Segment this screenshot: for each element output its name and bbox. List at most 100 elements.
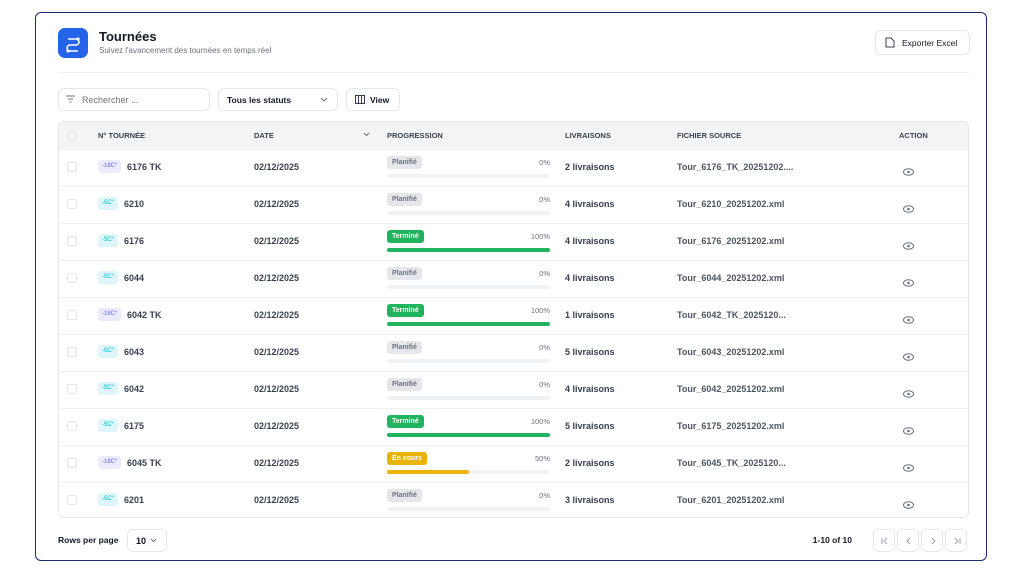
view-button[interactable]: View (346, 88, 400, 111)
page-icon (931, 537, 936, 544)
deliveries: 2 livraisons (565, 162, 615, 172)
view-action[interactable] (903, 200, 914, 213)
view-action[interactable] (903, 459, 914, 472)
row-checkbox[interactable] (67, 421, 77, 431)
date: 02/12/2025 (254, 347, 300, 357)
status-badge: En cours (387, 452, 427, 465)
page-button[interactable] (873, 529, 895, 552)
date: 02/12/2025 (254, 273, 300, 283)
row-checkbox[interactable] (67, 347, 77, 357)
row-checkbox[interactable] (67, 236, 77, 246)
row-checkbox[interactable] (67, 162, 77, 172)
source-file: Tour_6201_20251202.xml (677, 495, 785, 505)
view-action[interactable] (903, 422, 914, 435)
temp-badge: -18C° (98, 160, 122, 173)
row-checkbox[interactable] (67, 495, 77, 505)
export-label: Exporter Excel (902, 37, 958, 48)
date: 02/12/2025 (254, 495, 300, 505)
row-checkbox[interactable] (67, 458, 77, 468)
source-file: Tour_6210_20251202.xml (677, 199, 785, 209)
eye-icon (903, 279, 914, 287)
view-action[interactable] (903, 385, 914, 398)
eye-icon (903, 205, 914, 213)
status-badge: Planifié (387, 489, 422, 502)
eye-icon (903, 168, 914, 176)
page-button[interactable] (921, 529, 943, 552)
filter-icon (66, 95, 75, 103)
source-file: Tour_6043_20251202.xml (677, 347, 785, 357)
column-header: PROGRESSION (387, 131, 443, 140)
view-action[interactable] (903, 348, 914, 361)
progress-label: 50% (534, 454, 550, 463)
eye-icon (903, 390, 914, 398)
tour-number: 6042 (124, 384, 145, 394)
row (59, 445, 968, 482)
row-checkbox[interactable] (67, 384, 77, 394)
table-header (59, 122, 968, 149)
sort-icon[interactable] (363, 132, 370, 137)
date: 02/12/2025 (254, 458, 300, 468)
status-badge: Planifié (387, 341, 422, 354)
temp-badge: -18C° (98, 308, 122, 321)
rows-per-page-select[interactable]: 10 (127, 529, 167, 552)
divider (58, 72, 969, 73)
row (59, 371, 968, 408)
card (35, 12, 987, 561)
temp-badge: -5C° (98, 419, 119, 432)
source-file: Tour_6176_20251202.xml (677, 236, 785, 246)
page-icon (954, 537, 961, 544)
status-badge: Planifié (387, 267, 422, 280)
progress-label: 100% (530, 306, 550, 315)
date: 02/12/2025 (254, 199, 300, 209)
row-checkbox[interactable] (67, 199, 77, 209)
chevron (150, 538, 157, 543)
eye-icon (903, 242, 914, 250)
view-action[interactable] (903, 274, 914, 287)
page-range: 1-10 of 10 (812, 535, 852, 545)
status-badge: Planifié (387, 193, 422, 206)
source-file: Tour_6045_TK_2025120... (677, 458, 786, 468)
row (59, 334, 968, 371)
row (59, 149, 968, 186)
row-checkbox[interactable] (67, 310, 77, 320)
progress-track (387, 507, 550, 511)
search-input[interactable]: Rechercher ... (58, 88, 210, 111)
view-action[interactable] (903, 311, 914, 324)
icon (66, 37, 80, 53)
status-select-label: Tous les statuts (227, 94, 292, 105)
view-action[interactable] (903, 237, 914, 250)
eye-icon (903, 316, 914, 324)
row (59, 223, 968, 260)
progress-label: 0% (539, 269, 550, 278)
temp-badge: -5C° (98, 493, 119, 506)
temp-badge: -5C° (98, 345, 119, 358)
export-button[interactable]: Exporter Excel (875, 30, 970, 55)
status-badge: Terminé (387, 304, 424, 317)
date: 02/12/2025 (254, 236, 300, 246)
progress-label: 0% (539, 158, 550, 167)
page-icon (881, 537, 888, 544)
deliveries: 3 livraisons (565, 495, 615, 505)
page-button[interactable] (945, 529, 967, 552)
row-checkbox[interactable] (67, 273, 77, 283)
progress-track (387, 211, 550, 215)
progress-label: 100% (530, 232, 550, 241)
progress-track (387, 470, 550, 474)
column-header: ACTION (899, 131, 928, 140)
status-select[interactable]: Tous les statuts (218, 88, 338, 111)
title: Tournées (99, 29, 157, 44)
temp-badge: -5C° (98, 382, 119, 395)
temp-badge: -5C° (98, 234, 119, 247)
view-action[interactable] (903, 163, 914, 176)
rows-per-page-value: 10 (136, 535, 147, 546)
chevron (320, 97, 328, 102)
view-action[interactable] (903, 496, 914, 509)
status-badge: Planifié (387, 156, 422, 169)
source-file: Tour_6175_20251202.xml (677, 421, 785, 431)
source-file: Tour_6042_TK_2025120... (677, 310, 786, 320)
progress-bar (387, 470, 469, 474)
select-all-checkbox[interactable] (67, 131, 77, 141)
page-button[interactable] (897, 529, 919, 552)
